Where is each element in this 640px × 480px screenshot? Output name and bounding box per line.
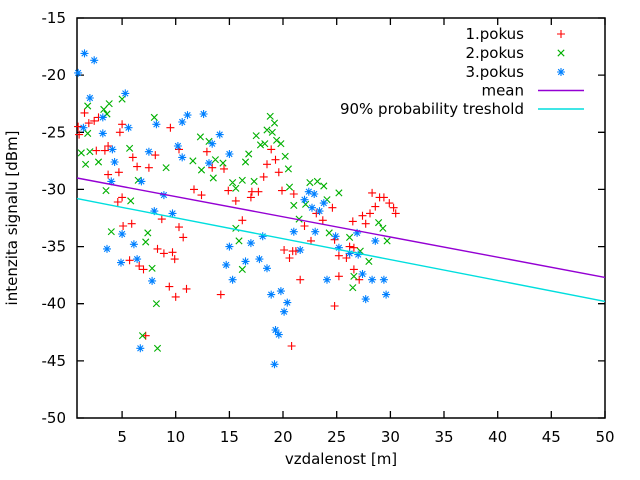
x-tick-label: 45 xyxy=(542,428,561,446)
series-1-pokus-markers xyxy=(74,108,400,350)
y-tick-label: -20 xyxy=(42,66,67,84)
series-2-pokus-markers xyxy=(77,95,391,352)
series-3-pokus-markers xyxy=(74,49,391,369)
legend-label-3-pokus: 3.pokus xyxy=(465,63,524,81)
x-tick-label: 35 xyxy=(434,428,453,446)
x-tick-label: 15 xyxy=(220,428,239,446)
legend-marker-3-pokus xyxy=(557,68,565,76)
x-tick-label: 50 xyxy=(595,428,614,446)
legend-label-mean: mean xyxy=(481,82,524,100)
legend-label-90-probability-treshold: 90% probability treshold xyxy=(340,100,524,118)
y-tick-label: -35 xyxy=(42,238,67,256)
x-tick-label: 25 xyxy=(327,428,346,446)
x-tick-label: 20 xyxy=(273,428,292,446)
y-tick-label: -50 xyxy=(42,409,67,427)
series-mean-line xyxy=(76,177,606,279)
plot-border xyxy=(76,17,606,419)
y-tick-label: -30 xyxy=(42,180,67,198)
x-tick-label: 5 xyxy=(117,428,127,446)
series-90-probability-treshold-line xyxy=(76,197,606,303)
y-tick-label: -25 xyxy=(42,123,67,141)
y-tick-label: -15 xyxy=(42,9,67,27)
legend-label-1-pokus: 1.pokus xyxy=(465,25,524,43)
y-tick-label: -45 xyxy=(42,352,67,370)
y-axis-label: intenzita signalu [dBm] xyxy=(3,131,21,306)
x-tick-label: 30 xyxy=(381,428,400,446)
x-tick-label: 40 xyxy=(488,428,507,446)
legend-label-2-pokus: 2.pokus xyxy=(465,44,524,62)
x-axis-label: vzdalenost [m] xyxy=(285,450,397,468)
y-tick-label: -40 xyxy=(42,295,67,313)
x-tick-label: 10 xyxy=(166,428,185,446)
legend-marker-2-pokus xyxy=(557,49,565,57)
legend-marker-1-pokus xyxy=(557,30,565,38)
